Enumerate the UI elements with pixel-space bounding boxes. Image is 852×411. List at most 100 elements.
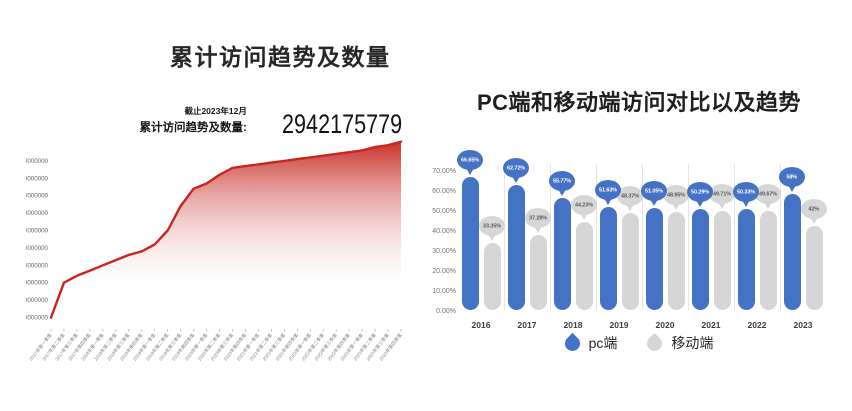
pc-bar — [599, 206, 617, 310]
value-label: 37.28% — [528, 215, 548, 222]
y-axis-label: 20.00% — [432, 268, 456, 275]
bubble-tip — [810, 217, 818, 224]
mobile-bar — [621, 213, 639, 310]
y-axis-label: 10000000 — [26, 315, 49, 322]
total-value: 2942175779 — [281, 109, 402, 140]
bubble-tip — [580, 212, 588, 220]
as-of-date-note: 截止2023年12月 — [184, 106, 247, 116]
legend-item: pc端 — [561, 332, 618, 354]
mobile-bar — [713, 210, 731, 310]
pc-bar — [645, 207, 663, 310]
legend-item: 移动端 — [644, 332, 714, 354]
pc-bar — [461, 176, 479, 310]
area-fill — [51, 141, 401, 328]
bubble-tip — [696, 200, 704, 208]
pc-bar — [507, 184, 525, 310]
value-label: 55.77% — [552, 178, 572, 185]
mobile-bar — [805, 226, 823, 310]
bubble-tip — [512, 175, 520, 183]
cumulative-total-annotation: 截止2023年12月 累计访问趋势及数量: 2942175779 — [139, 105, 402, 138]
y-axis-label: 20000000 — [26, 297, 49, 304]
x-axis-year-label: 2020 — [655, 320, 675, 330]
value-bubble: 48.95% — [663, 185, 689, 206]
y-axis-label: 60.00% — [432, 188, 456, 195]
bubble-tip — [488, 234, 496, 242]
value-bubble: 49.67% — [755, 183, 781, 204]
group-separator — [550, 164, 551, 310]
bubble-tip — [650, 198, 658, 206]
pc-value-balloon: 51.63% — [595, 179, 621, 206]
value-label: 51.05% — [644, 187, 664, 194]
y-axis-label: 50000000 — [26, 245, 49, 252]
value-label: 48.37% — [620, 193, 640, 200]
group-separator — [504, 164, 505, 310]
left-chart-title: 累计访问趋势及数量 — [170, 44, 391, 70]
mobile-value-balloon: 37.28% — [525, 208, 551, 234]
mobile-bar — [575, 221, 593, 310]
value-label: 62.72% — [506, 164, 526, 171]
bubble-tip — [626, 204, 634, 212]
pc-bar — [691, 209, 709, 310]
y-axis-label: 100000000 — [26, 158, 49, 165]
pc-value-balloon: 62.72% — [503, 157, 529, 184]
value-label: 49.67% — [758, 190, 778, 197]
value-bubble: 42% — [801, 199, 827, 219]
pc-value-balloon: 51.05% — [641, 180, 667, 207]
mobile-value-balloon: 49.67% — [755, 183, 781, 210]
value-bubble: 66.65% — [457, 149, 483, 170]
cumulative-visits-panel: 累计访问趋势及数量 截止2023年12月 累计访问趋势及数量: 29421757… — [26, 44, 404, 363]
y-axis-label: 40000000 — [26, 262, 49, 269]
bubble-tip — [742, 200, 750, 208]
y-axis-label: 80000000 — [26, 193, 49, 200]
mobile-value-balloon: 42% — [801, 199, 827, 225]
y-axis-label: 10.00% — [432, 288, 456, 295]
value-label: 51.63% — [598, 186, 618, 193]
x-axis-label: 2023年第四季度 — [378, 332, 404, 363]
pc-value-balloon: 55.77% — [549, 171, 575, 197]
pc-mobile-comparison-panel: PC端和移动端访问对比以及趋势 70.00% 60.00% 50.00% 40.00%… — [426, 0, 852, 411]
value-bubble: 37.28% — [525, 208, 551, 229]
value-bubble: 50.29% — [687, 182, 713, 203]
x-axis-year-label: 2018 — [563, 320, 583, 330]
bubble-tip — [604, 197, 612, 205]
value-label: 66.65% — [460, 156, 480, 163]
pc-legend-droplet-icon — [561, 332, 583, 354]
bubble-tip — [466, 167, 474, 175]
y-axis-label: 50.00% — [432, 208, 456, 215]
group-separator — [688, 164, 689, 310]
x-axis-year-label: 2022 — [747, 320, 767, 330]
trend-line — [49, 140, 403, 319]
value-label: 44.23% — [574, 201, 594, 208]
pc-bar — [783, 194, 801, 310]
y-axis-label: 70000000 — [26, 210, 49, 217]
bubble-tip — [788, 185, 796, 192]
mobile-value-balloon: 48.37% — [617, 186, 643, 212]
legend-label: 移动端 — [671, 335, 714, 351]
pc-value-balloon: 66.65% — [457, 149, 483, 176]
bubble-tip — [718, 201, 726, 209]
value-bubble: 51.63% — [595, 179, 621, 200]
group-separator — [734, 164, 735, 310]
value-bubble: 49.71% — [709, 183, 735, 204]
pc-value-balloon: 58% — [779, 167, 805, 193]
bubble-tip — [534, 226, 542, 234]
y-axis-label: 70.00% — [432, 168, 456, 175]
value-label: 48.95% — [666, 192, 686, 199]
value-bubble: 48.37% — [617, 186, 643, 207]
mobile-legend-droplet-icon — [644, 332, 666, 354]
comparison-lollipop-chart: 70.00% 60.00% 50.00% 40.00% 30.00% 20.00% 10.0… — [426, 148, 852, 330]
x-axis-year-label: 2016 — [471, 320, 491, 330]
legend-label: pc端 — [588, 335, 618, 351]
mobile-bar — [667, 212, 685, 310]
bubble-tip — [672, 203, 680, 211]
value-bubble: 50.33% — [733, 182, 759, 203]
group-separator — [596, 164, 597, 310]
mobile-bar — [529, 235, 547, 310]
value-bubble: 44.23% — [571, 194, 597, 215]
pc-value-balloon: 50.33% — [733, 182, 759, 208]
value-bubble: 55.77% — [549, 171, 575, 192]
y-axis-label: 30000000 — [26, 280, 49, 287]
